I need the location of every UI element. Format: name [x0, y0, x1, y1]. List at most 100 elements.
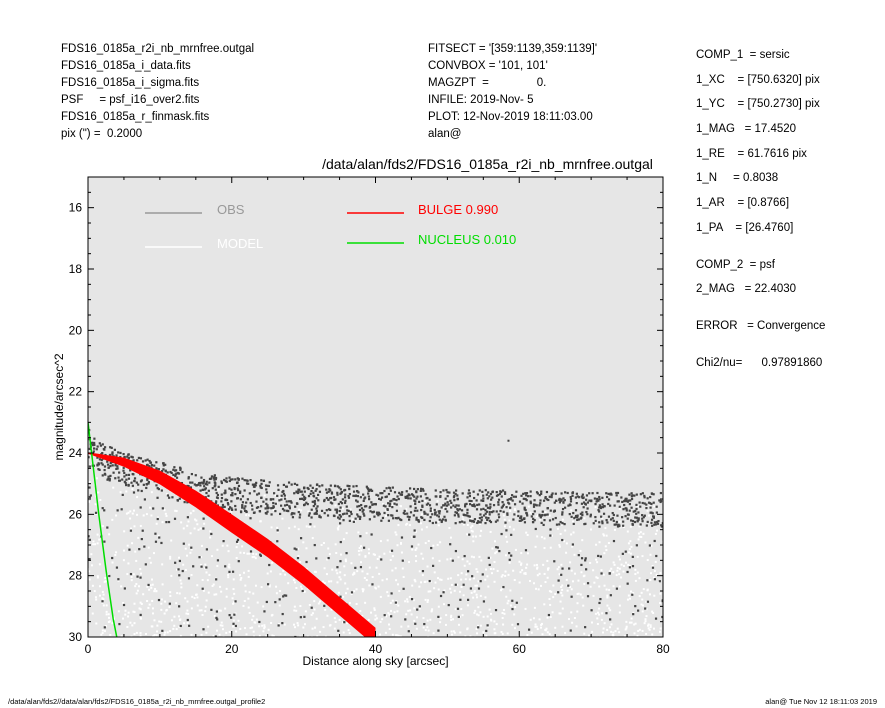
obs-point — [258, 510, 261, 513]
model-point — [174, 509, 177, 512]
model-point — [655, 573, 658, 576]
obs-point — [206, 483, 209, 486]
model-point — [659, 592, 662, 595]
model-point — [129, 517, 132, 520]
model-point — [554, 638, 556, 640]
model-point — [194, 651, 196, 653]
obs-point — [385, 495, 388, 498]
obs-point — [375, 511, 379, 514]
model-point — [305, 645, 307, 647]
obs-point — [260, 482, 263, 485]
model-point — [238, 574, 241, 577]
model-point — [561, 625, 564, 628]
obs-point — [290, 483, 293, 486]
obs-point — [615, 491, 618, 495]
obs-point — [197, 483, 200, 486]
obs-point — [598, 506, 601, 509]
obs-point — [182, 542, 185, 545]
model-point — [628, 551, 631, 554]
obs-point — [442, 591, 445, 594]
obs-point — [469, 519, 472, 522]
model-point — [225, 631, 228, 634]
obs-point — [269, 498, 273, 501]
obs-point — [508, 552, 511, 555]
model-point — [160, 608, 163, 611]
model-point — [256, 601, 259, 604]
obs-point — [241, 505, 244, 508]
model-point — [122, 601, 125, 604]
model-point — [475, 584, 478, 587]
model-point — [637, 642, 639, 644]
model-point — [400, 551, 403, 554]
model-point — [148, 588, 151, 591]
model-point — [253, 621, 256, 624]
model-point — [124, 609, 127, 612]
model-point — [102, 593, 105, 596]
model-point — [204, 605, 207, 608]
obs-point — [257, 492, 261, 495]
model-point — [139, 568, 142, 571]
model-point — [208, 573, 211, 576]
obs-point — [239, 498, 242, 501]
obs-point — [319, 516, 322, 519]
obs-point — [339, 506, 342, 509]
model-point — [336, 572, 339, 575]
model-point — [410, 613, 413, 616]
obs-point — [291, 512, 294, 515]
model-point — [410, 640, 412, 642]
model-point — [523, 572, 526, 575]
model-point — [475, 596, 478, 599]
obs-point — [237, 478, 240, 481]
obs-point — [447, 503, 450, 506]
model-point — [335, 569, 338, 572]
obs-point — [632, 510, 635, 513]
obs-point — [426, 496, 429, 500]
obs-point — [553, 560, 556, 563]
model-point — [246, 552, 249, 555]
model-point — [244, 584, 247, 587]
model-point — [649, 579, 652, 582]
obs-point — [243, 507, 246, 510]
obs-point — [264, 484, 268, 487]
obs-point — [92, 450, 95, 453]
model-point — [640, 535, 643, 538]
model-point — [601, 631, 604, 634]
model-point — [596, 622, 599, 625]
model-point — [478, 522, 481, 525]
model-point — [629, 564, 632, 567]
model-point — [556, 527, 559, 530]
obs-point — [511, 607, 514, 611]
model-point — [169, 557, 172, 560]
model-point — [495, 550, 498, 553]
obs-point — [149, 461, 152, 464]
model-point — [302, 648, 304, 650]
model-point — [456, 583, 459, 586]
obs-point — [390, 499, 393, 502]
model-point — [200, 544, 203, 547]
obs-point — [381, 516, 385, 520]
obs-point — [397, 516, 400, 519]
model-point — [550, 590, 553, 593]
model-point — [644, 618, 647, 621]
obs-point — [130, 455, 133, 458]
model-point — [225, 587, 228, 590]
model-point — [366, 496, 369, 499]
model-point — [605, 588, 608, 591]
model-point — [564, 632, 567, 635]
obs-point — [430, 546, 433, 550]
obs-point — [380, 519, 383, 522]
model-point — [186, 524, 189, 527]
model-point — [120, 466, 123, 469]
obs-point — [225, 480, 228, 483]
obs-point — [137, 489, 140, 492]
model-point — [652, 611, 655, 614]
obs-point — [239, 490, 242, 493]
model-point — [261, 624, 264, 627]
obs-point — [318, 485, 321, 488]
obs-point — [533, 499, 536, 502]
model-point — [461, 515, 464, 518]
obs-point — [475, 508, 479, 511]
model-point — [548, 598, 551, 601]
obs-point — [260, 479, 263, 482]
model-point — [559, 650, 561, 652]
